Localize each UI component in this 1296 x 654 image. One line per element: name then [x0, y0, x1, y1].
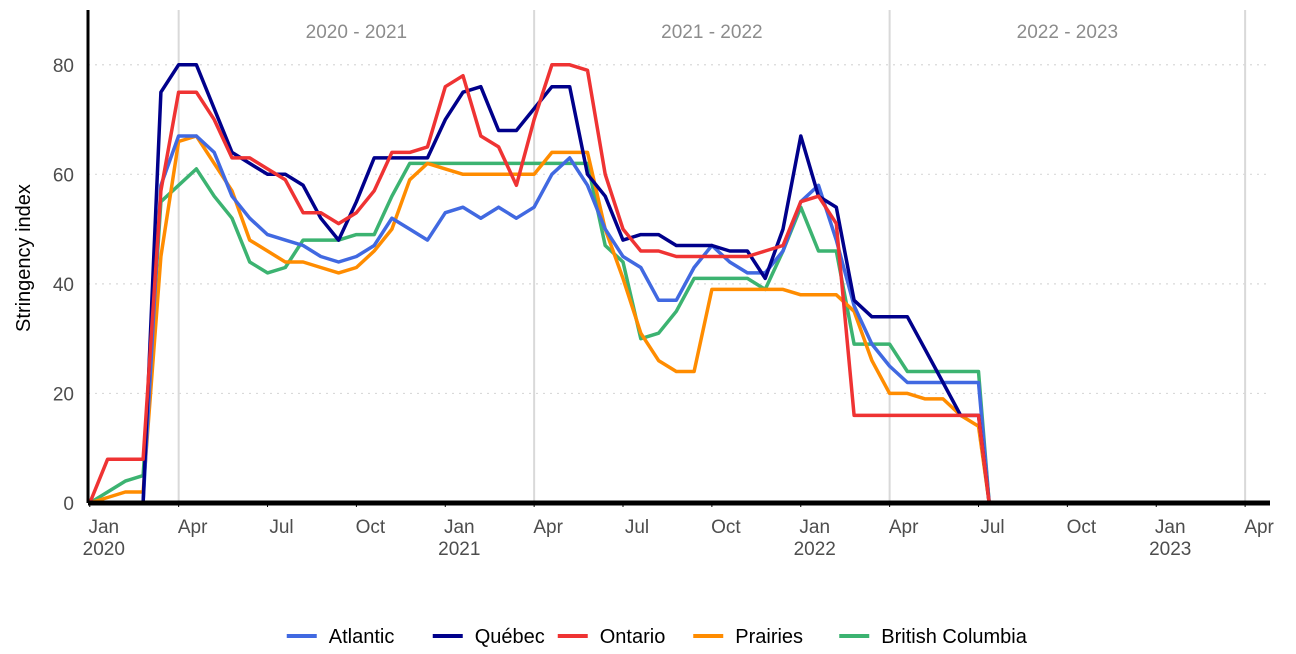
y-tick-label: 0: [63, 494, 74, 515]
x-tick-label: Jan 2020: [83, 517, 125, 560]
legend-label: Prairies: [735, 626, 803, 648]
x-tick-label: Jul: [980, 517, 1004, 538]
x-tick-label: Oct: [711, 517, 741, 538]
x-tick-label: Jan 2022: [794, 517, 836, 560]
legend-label: Québec: [475, 626, 545, 648]
x-tick-label: Jul: [269, 517, 293, 538]
legend-label: Ontario: [600, 626, 666, 648]
y-tick-label: 60: [53, 165, 74, 186]
series-line: [89, 134, 991, 505]
period-label: 2021 - 2022: [661, 22, 762, 43]
series-line: [88, 63, 991, 504]
legend-label: British Columbia: [881, 626, 1027, 648]
period-label: 2022 - 2023: [1017, 22, 1118, 43]
series-line: [89, 63, 991, 505]
series-line: [88, 161, 991, 505]
x-tick-label: Jan 2023: [1149, 517, 1191, 560]
x-tick-label: Oct: [356, 517, 386, 538]
series-line: [89, 134, 991, 505]
legend-label: Atlantic: [329, 626, 395, 648]
y-tick-label: 80: [53, 56, 74, 77]
x-tick-label: Apr: [889, 517, 919, 538]
x-tick-label: Apr: [1244, 517, 1274, 538]
y-tick-label: 20: [53, 384, 74, 405]
y-tick-label: 40: [53, 275, 74, 296]
x-tick-label: Apr: [178, 517, 208, 538]
x-tick-label: Jan 2021: [438, 517, 480, 560]
y-axis-title: Stringency index: [13, 184, 35, 332]
period-label: 2020 - 2021: [306, 22, 407, 43]
x-tick-label: Oct: [1067, 517, 1097, 538]
x-tick-label: Apr: [533, 517, 563, 538]
x-tick-label: Jul: [625, 517, 649, 538]
